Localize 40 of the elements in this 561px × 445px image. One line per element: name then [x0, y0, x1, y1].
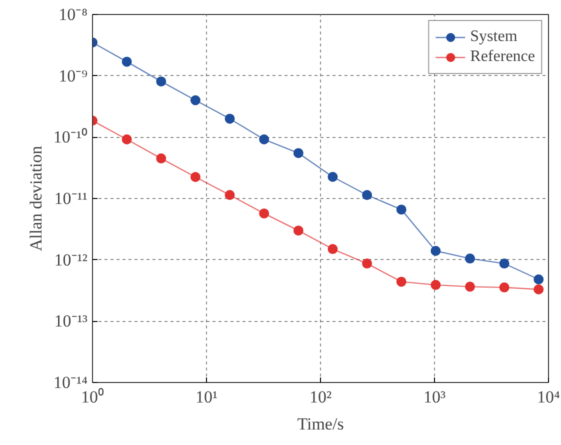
point [156, 76, 166, 86]
point [534, 284, 544, 294]
x-tick-label: 10¹ [195, 388, 218, 406]
point [293, 226, 304, 236]
x-tick-label: 10⁴ [537, 388, 560, 406]
point [190, 172, 200, 182]
point [224, 190, 235, 200]
x-tick-label: 10² [309, 388, 332, 406]
point [534, 274, 544, 284]
point [464, 254, 475, 264]
y-tick-label: 10⁻⁹ [58, 66, 88, 86]
point [430, 246, 441, 256]
x-axis-title: Time/s [297, 414, 344, 434]
point [396, 276, 406, 287]
point [362, 258, 372, 269]
point [430, 280, 441, 290]
point [259, 208, 270, 218]
point [328, 244, 338, 254]
x-tick-label: 10³ [423, 388, 446, 406]
point [499, 258, 510, 269]
y-tick-label: 10⁻¹⁰ [53, 128, 88, 147]
legend-label: System [470, 28, 518, 46]
point [328, 172, 338, 182]
point [499, 282, 510, 292]
point [122, 56, 132, 67]
point [190, 95, 200, 106]
y-axis-title: Allan deviation [26, 145, 46, 252]
point [293, 148, 304, 158]
point [156, 153, 166, 164]
y-tick-label: 10⁻¹¹ [54, 189, 88, 208]
y-tick-label: 10⁻¹³ [54, 312, 88, 331]
point [224, 114, 235, 124]
point [122, 134, 132, 144]
point [396, 204, 406, 215]
legend-label: Reference [470, 48, 535, 66]
point [464, 282, 475, 292]
point [259, 134, 270, 144]
y-tick-label: 10⁻¹² [54, 250, 88, 270]
point [362, 190, 372, 200]
y-tick-label: 10⁻⁸ [58, 5, 88, 24]
